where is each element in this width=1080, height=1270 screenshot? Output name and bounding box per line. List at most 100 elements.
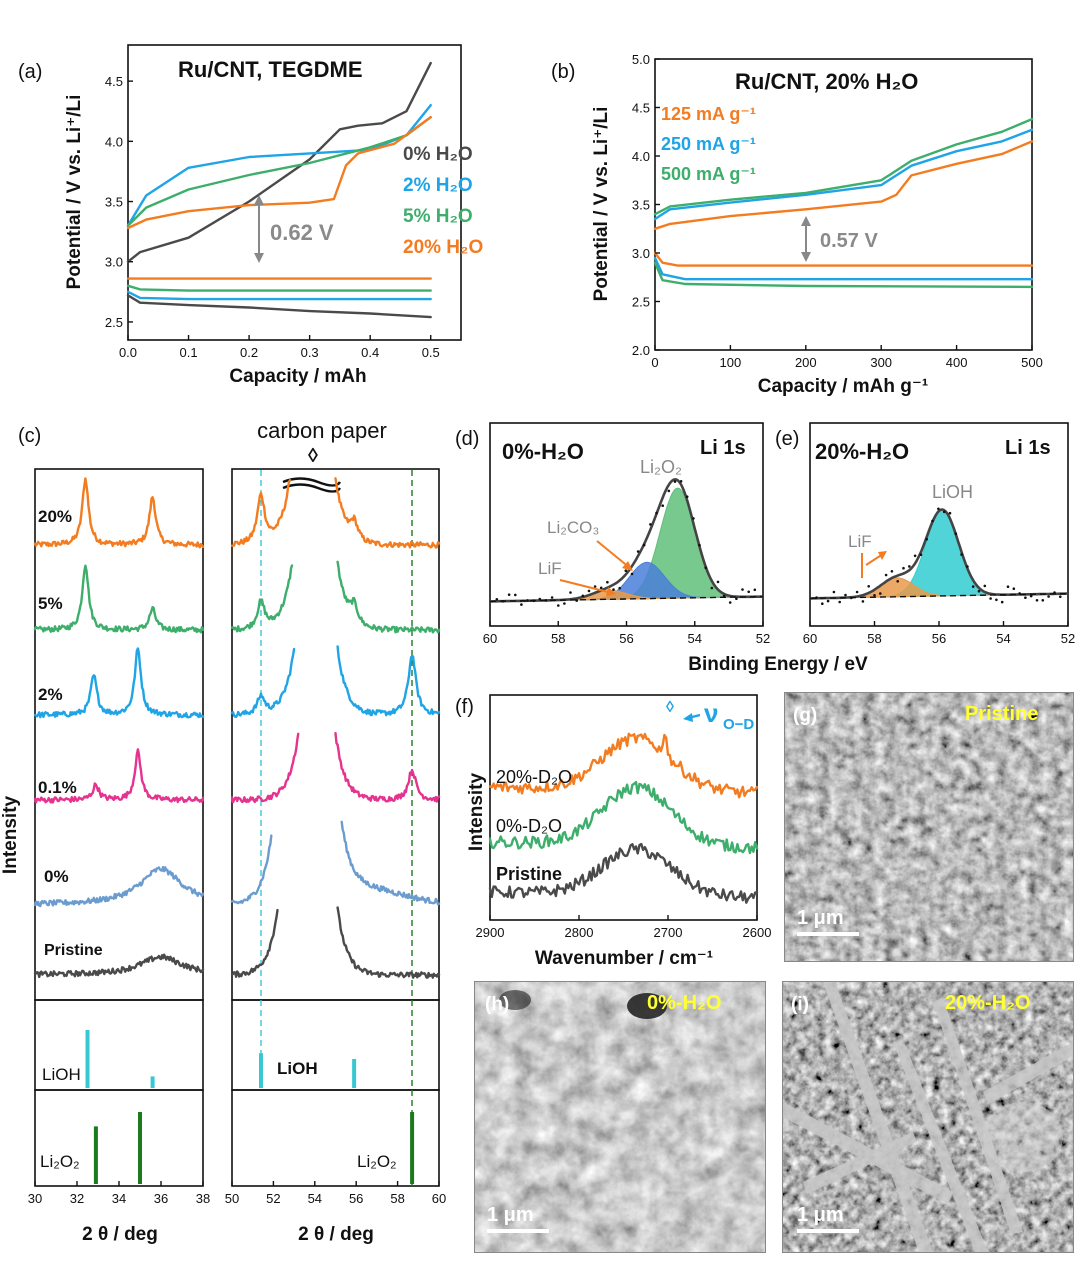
panel-a-ytick-label-4: 4.5	[105, 74, 123, 89]
panel-d-data-point	[550, 596, 554, 599]
panel-d-data-point	[716, 580, 720, 584]
panel-e-label-lif: LiF	[848, 532, 872, 551]
panel-e-data-point	[942, 510, 946, 514]
panel-c-ref-lioh-left: LiOH	[42, 1065, 81, 1084]
panel-de-xlabel: Binding Energy / eV	[688, 654, 868, 675]
panel-e-data-point	[1035, 599, 1039, 602]
panel-b-xtick-label-5: 500	[1021, 355, 1043, 370]
panel-c-trace-right-a-2	[230, 647, 296, 718]
panel-e-data-point	[960, 553, 963, 556]
panel-e-data-point	[954, 532, 958, 535]
panel-e-data-point	[977, 589, 981, 593]
sem-h-label: 0%-H₂O	[647, 992, 722, 1014]
panel-e-data-point	[1000, 600, 1004, 604]
panel-d-data-point	[606, 580, 609, 584]
panel-d-label: (d)	[455, 428, 479, 450]
panel-d-data-point	[747, 590, 750, 594]
panel-c-trace-right-b-3	[334, 731, 441, 803]
panel-d-data-point	[679, 480, 683, 483]
panel-a-xtick-label-2: 0.2	[240, 345, 258, 360]
panel-a-yticks: 2.5 3.0 3.5 4.0 4.5	[105, 74, 133, 330]
panel-d-data-point	[587, 589, 591, 593]
panel-b-ytick-label-0: 2.0	[632, 343, 650, 358]
panel-b-xtick-label-0: 0	[651, 355, 658, 370]
sem-i-label: 20%-H₂O	[945, 992, 1031, 1014]
panel-e: (e) 20%-H₂O Li 1s 60 58 56 54 52 LiOH LiF Bi…	[688, 422, 1075, 675]
panel-a-frame	[127, 44, 462, 341]
panel-c-trace-label-2: 2%	[38, 685, 63, 704]
panel-d-label-li2co3: Li₂CO₃	[547, 518, 599, 537]
panel-c-trace-labels: 20% 5% 2% 0.1% 0% Pristine	[38, 507, 103, 959]
panel-e-data-point	[925, 537, 928, 541]
sem-texture-g	[785, 693, 1073, 961]
panel-f-plot	[488, 732, 759, 904]
panel-c-traces	[33, 477, 441, 979]
panel-b-xtick-label-2: 200	[795, 355, 817, 370]
panel-d-data-point	[538, 597, 542, 601]
sem-h-scale-line	[487, 1229, 549, 1233]
panel-a-arrowhead-down	[254, 253, 264, 263]
panel-e-data-point	[821, 602, 824, 605]
panel-d-data-point	[569, 591, 572, 594]
panel-d-data-point	[501, 600, 505, 603]
panel-b-ytick-label-3: 3.5	[632, 198, 650, 213]
panel-f-series-label-2: Pristine	[496, 864, 562, 884]
sem-i-scale-text: 1 μm	[797, 1204, 844, 1226]
panel-c-right-xtick-label-1: 52	[266, 1191, 280, 1206]
panel-e-data-point	[919, 553, 923, 556]
panel-e-data-point	[1012, 587, 1016, 590]
panel-e-component-0	[809, 509, 1069, 599]
panel-d-data-point	[612, 588, 615, 591]
panel-e-data-point	[832, 590, 836, 594]
panel-e-data-point	[989, 597, 992, 600]
panel-b-gap-label: 0.57 V	[820, 230, 878, 252]
panel-e-data-point	[1024, 596, 1027, 599]
panel-c-trace-left-4	[33, 865, 205, 908]
sem-g-scale-line	[797, 932, 859, 936]
panel-e-data-point	[867, 585, 870, 588]
panel-a-charge-3	[126, 115, 432, 230]
panel-d-data-point	[630, 572, 634, 576]
panel-d-xtick-label-3: 54	[688, 631, 702, 646]
sem-g-panel-label: (g)	[793, 705, 818, 726]
sem-i-scalebar: 1 μm	[797, 1204, 859, 1233]
panel-c-trace-label-1: 5%	[38, 594, 63, 613]
panel-c-right-xtick-label-4: 58	[390, 1191, 404, 1206]
panel-d-data-point	[544, 599, 548, 602]
panel-c-right-lioh-frame	[231, 999, 440, 1091]
panel-c-trace-left-1	[33, 564, 205, 634]
panel-a-discharge-2	[126, 284, 432, 292]
panel-e-baseline	[809, 592, 1069, 600]
panel-c-right-xtick-label-0: 50	[225, 1191, 239, 1206]
panel-d-data-point	[673, 480, 677, 483]
panel-a-legend-0: 0% H₂O	[403, 144, 473, 165]
panel-b-yticks: 2.0 2.5 3.0 3.5 4.0 4.5 5.0	[632, 52, 660, 358]
panel-d-data-point	[507, 593, 511, 596]
panel-b-discharge-0	[653, 251, 1034, 267]
panel-a-xtick-label-3: 0.3	[301, 345, 319, 360]
panel-d-data-point	[526, 599, 529, 602]
panel-b-label: (b)	[551, 61, 575, 83]
sem-texture-i	[783, 982, 1073, 1252]
panel-e-data-point	[884, 573, 888, 577]
panel-b-xtick-label-1: 100	[720, 355, 742, 370]
panel-d-data-point	[753, 588, 757, 592]
panel-d-arrow-li2co3	[596, 540, 631, 569]
panel-e-data-point	[850, 596, 853, 600]
panel-a-xtick-label-5: 0.5	[422, 345, 440, 360]
panel-b-charge-2	[653, 117, 1034, 216]
panel-f-series-1	[488, 780, 759, 855]
panel-c-ref-li2o2-right: Li₂O₂	[357, 1152, 397, 1171]
panel-d-xtick-label-0: 60	[483, 631, 497, 646]
panel-c-trace-right-a-0	[230, 479, 292, 547]
panel-b: (b) Ru/CNT, 20% H₂O 0 100 200 300 400 500 2.0…	[551, 52, 1043, 397]
panel-e-title: 20%-H₂O	[815, 439, 909, 464]
panel-d-data-point	[649, 523, 652, 526]
panel-c-trace-right-a-5	[230, 908, 279, 978]
panel-d-data-point	[655, 511, 658, 515]
sem-h-panel-label: (h)	[485, 994, 510, 1015]
panel-f-xtick-label-1: 2800	[565, 925, 594, 940]
panel-c-carbon-title: carbon paper	[257, 418, 387, 443]
panel-e-corner-label: Li 1s	[1005, 437, 1051, 459]
panel-d-data-point	[704, 566, 707, 570]
